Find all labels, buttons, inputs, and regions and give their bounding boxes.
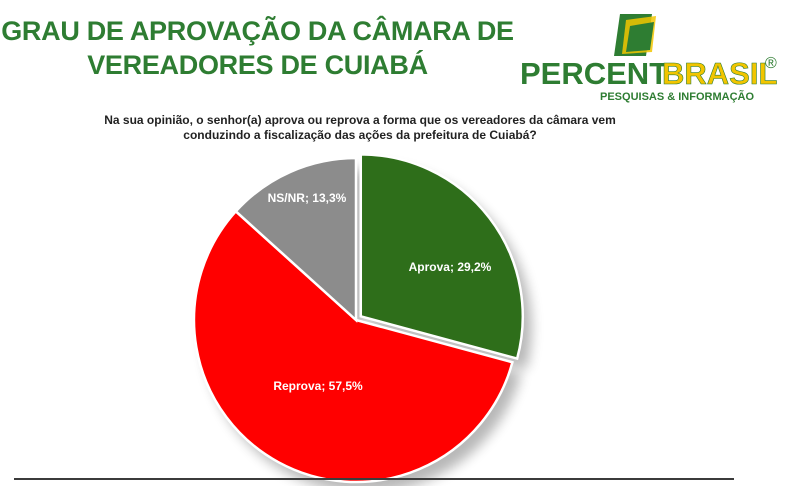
pie-slice-nsnr xyxy=(234,156,358,323)
pie-label-nsnr: NS/NR; 13,3% xyxy=(268,191,347,205)
logo-registered-mark: ® xyxy=(765,55,777,72)
logo-brand-part1: PERCENT xyxy=(520,56,668,91)
percentbrasil-logo: PERCENT BRASIL ® PESQUISAS & INFORMAÇÃO xyxy=(520,14,778,103)
pie-slice-reprova xyxy=(192,209,514,484)
pie-label-reprova: Reprova; 57,5% xyxy=(273,379,363,393)
logo-brand-part2: BRASIL xyxy=(662,56,777,91)
title-line-2: VEREADORES DE CUIABÁ xyxy=(87,50,428,80)
pie-label-aprova: Aprova; 29,2% xyxy=(409,260,492,274)
logo-tagline: PESQUISAS & INFORMAÇÃO xyxy=(600,90,754,103)
pie-slice-aprova xyxy=(359,153,525,361)
survey-question: Na sua opinião, o senhor(a) aprova ou re… xyxy=(60,113,660,143)
logo-mark-icon xyxy=(614,14,656,56)
title-line-1: GRAU DE APROVAÇÃO DA CÂMARA DE xyxy=(1,16,514,46)
question-line-1: Na sua opinião, o senhor(a) aprova ou re… xyxy=(104,113,616,127)
chart-title: GRAU DE APROVAÇÃO DA CÂMARA DE VEREADORE… xyxy=(0,14,515,82)
question-line-2: conduzindo a fiscalização das ações da p… xyxy=(183,128,537,142)
bottom-divider xyxy=(14,478,734,480)
